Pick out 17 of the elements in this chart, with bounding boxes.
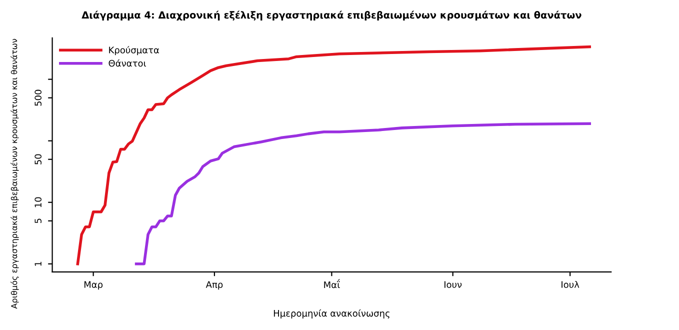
x-tick-label: Ιουν	[444, 281, 462, 288]
x-tick-label: Απρ	[206, 281, 223, 290]
chart-title: Διάγραμμα 4: Διαχρονική εξέλιξη εργαστηριακά επιβεβαιωμένων κρουσμάτων και θανάτων	[82, 10, 582, 21]
x-axis-title: Ημερομηνία ανακοίνωσης	[274, 309, 390, 318]
y-tick-label: 500	[34, 90, 42, 106]
y-tick-label: 50	[34, 154, 42, 164]
legend-label: Θάνατοι	[108, 59, 146, 67]
x-tick-label: Ιουλ	[562, 280, 580, 288]
line-series	[76, 45, 591, 266]
y-axis-title: Αριθμός εργαστηριακά επιβεβαιωμένων κρουσμάτων και θανάτων	[10, 38, 19, 309]
y-tick-label: 1	[34, 262, 42, 266]
line-series	[134, 122, 591, 266]
x-tick-label: Μαρ	[84, 281, 103, 290]
y-tick-label: 5	[34, 218, 42, 224]
x-tick-label: Μαΐ	[324, 279, 340, 288]
y-tick-label: 10	[34, 197, 42, 208]
legend-label: Κρούσματα	[109, 46, 160, 56]
